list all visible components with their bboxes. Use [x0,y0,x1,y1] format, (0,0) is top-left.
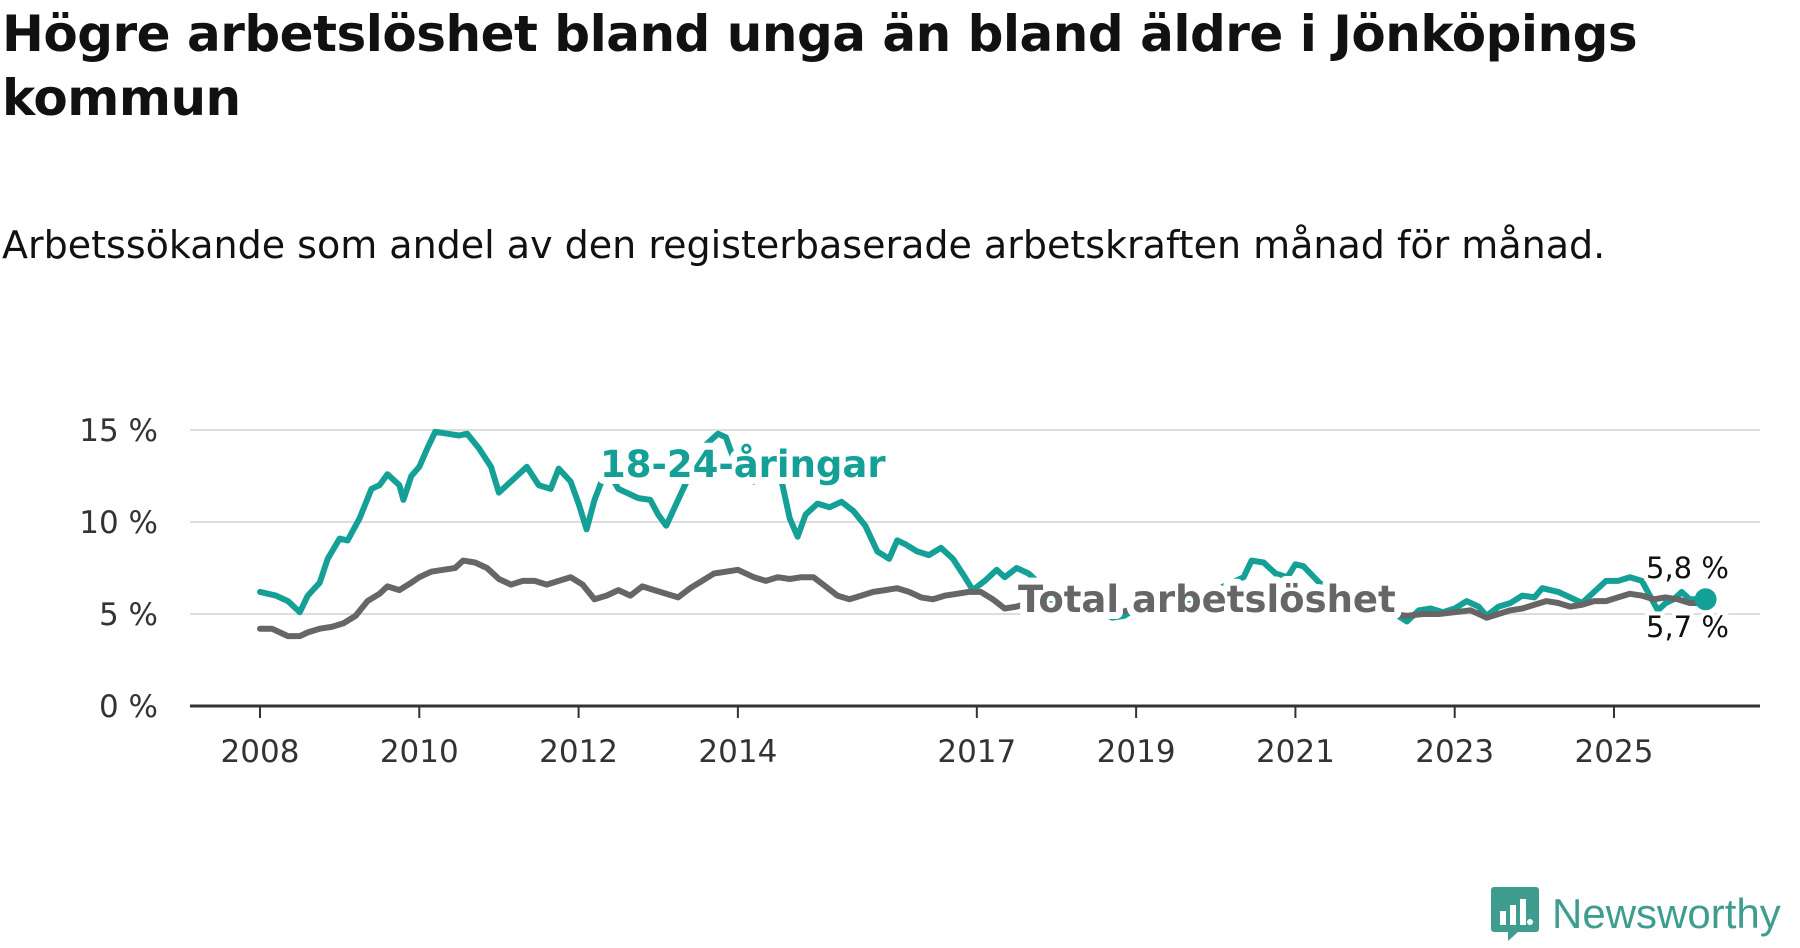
x-axis-ticks: 2008 2010 2012 2014 2017 2019 2021 2023 2025 [221,706,1654,770]
end-value-total: 5,7 % [1646,610,1729,644]
x-tick-label: 2023 [1415,734,1494,770]
end-value-youth: 5,8 % [1646,551,1729,585]
x-tick-label: 2021 [1256,734,1335,770]
series-end-marker-youth [1694,588,1717,611]
x-tick-label: 2008 [221,734,300,770]
x-tick-label: 2012 [539,734,618,770]
series-line-youth [257,428,1709,625]
chart-subtitle: Arbetssökande som andel av den registerb… [2,223,1606,267]
series-lines [257,428,1717,640]
y-tick-label: 0 % [99,689,158,725]
x-tick-label: 2017 [937,734,1016,770]
brand-logo: Newsworthy [1490,887,1781,941]
brand-name: Newsworthy [1552,890,1781,937]
series-labels: 18-24-åringar Total arbetslöshet 5,8 % 5,7 … [593,436,1733,648]
newsworthy-logo-icon [1491,887,1539,941]
y-tick-label: 5 % [99,597,158,633]
x-tick-label: 2025 [1575,734,1654,770]
y-axis-ticks: 0 % 5 % 10 % 15 % [79,413,158,725]
y-tick-label: 15 % [79,413,158,449]
series-line-total [257,557,1709,640]
gridlines [190,429,1760,708]
x-tick-label: 2019 [1097,734,1176,770]
x-tick-label: 2014 [698,734,777,770]
series-label-total: Total arbetslöshet [1018,578,1396,621]
series-label-youth: 18-24-åringar [600,443,886,486]
y-tick-label: 10 % [79,505,158,541]
chart-title: Högre arbetslöshet bland unga än bland ä… [2,5,1638,127]
x-tick-label: 2010 [380,734,459,770]
